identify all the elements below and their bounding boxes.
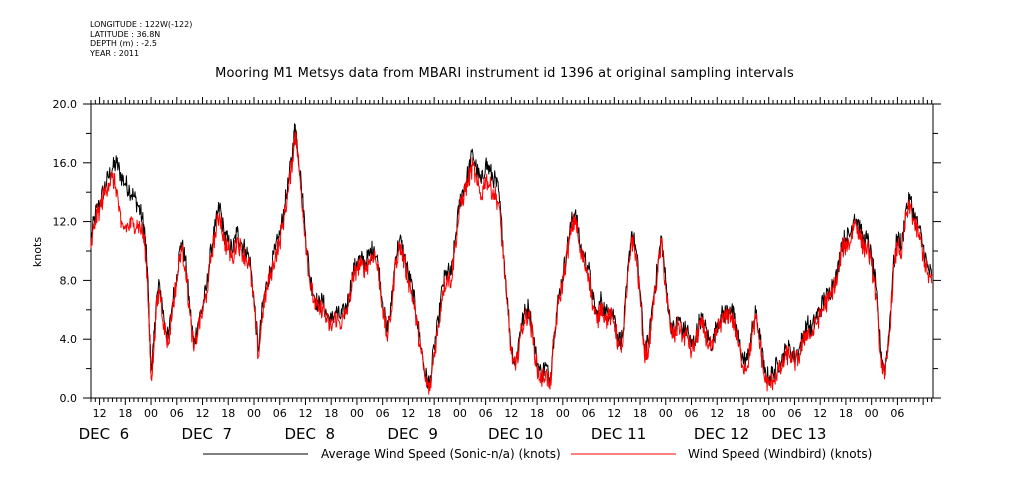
x-tick-label: 06 xyxy=(273,407,287,420)
depth-label: DEPTH (m) : -2.5 xyxy=(90,39,157,48)
y-tick-label: 4.0 xyxy=(60,333,78,346)
axis-layer: 0.0 4.0 8.0 12.0 16.0 20.0 12 18 00 06 12 18 00 06 12 1… xyxy=(53,97,941,443)
x-tick-label: 18 xyxy=(427,407,441,420)
x-tick-label: 06 xyxy=(787,407,801,420)
x-tick-label: 12 xyxy=(710,407,724,420)
x-tick-label: 12 xyxy=(196,407,210,420)
legend-label-windbird: Wind Speed (Windbird) (knots) xyxy=(688,447,872,461)
x-tick-label: 00 xyxy=(144,407,158,420)
x-day-label: DEC 11 xyxy=(591,425,646,443)
chart-title: Mooring M1 Metsys data from MBARI instru… xyxy=(215,66,794,81)
x-tick-label: 18 xyxy=(324,407,338,420)
series-layer xyxy=(90,123,933,395)
x-tick-label: 12 xyxy=(298,407,312,420)
year-label: YEAR : 2011 xyxy=(90,48,140,58)
metadata-block: LONGITUDE : 122W(-122) LATITUDE : 36.8N … xyxy=(90,20,192,58)
series-line-average-wind-speed xyxy=(90,123,933,389)
y-tick-label: 16.0 xyxy=(53,157,78,170)
x-tick-label: 18 xyxy=(839,407,853,420)
x-tick-label: 06 xyxy=(582,407,596,420)
y-tick-label: 12.0 xyxy=(53,216,78,229)
x-tick-label: 00 xyxy=(247,407,261,420)
longitude-label: LONGITUDE : 122W(-122) xyxy=(90,20,193,29)
x-day-label: DEC 8 xyxy=(284,425,335,443)
y-tick-label: 20.0 xyxy=(53,98,78,111)
x-tick-label: 12 xyxy=(504,407,518,420)
x-tick-label: 18 xyxy=(736,407,750,420)
x-tick-label: 18 xyxy=(633,407,647,420)
x-tick-label: 06 xyxy=(170,407,184,420)
x-tick-label: 18 xyxy=(530,407,544,420)
x-day-label: DEC 10 xyxy=(488,425,543,443)
x-tick-label: 06 xyxy=(685,407,699,420)
x-tick-label: 00 xyxy=(556,407,570,420)
x-day-label: DEC 12 xyxy=(694,425,749,443)
x-tick-label: 12 xyxy=(813,407,827,420)
series-line-windbird-wind-speed xyxy=(90,131,933,395)
x-tick-label: 06 xyxy=(376,407,390,420)
legend-label-average: Average Wind Speed (Sonic-n/a) (knots) xyxy=(321,447,561,461)
x-tick-label: 06 xyxy=(479,407,493,420)
x-tick-label: 18 xyxy=(118,407,132,420)
y-tick-label: 8.0 xyxy=(60,274,78,287)
legend: Average Wind Speed (Sonic-n/a) (knots) W… xyxy=(203,447,872,461)
x-day-label: DEC 6 xyxy=(79,425,130,443)
y-tick-label: 0.0 xyxy=(60,392,78,405)
x-tick-label: 12 xyxy=(607,407,621,420)
x-day-label: DEC 7 xyxy=(182,425,233,443)
latitude-label: LATITUDE : 36.8N xyxy=(90,29,161,39)
x-tick-label: 06 xyxy=(890,407,904,420)
x-tick-label: 00 xyxy=(350,407,364,420)
x-tick-label: 12 xyxy=(401,407,415,420)
x-tick-label: 00 xyxy=(453,407,467,420)
x-tick-label: 00 xyxy=(659,407,673,420)
x-tick-label: 00 xyxy=(865,407,879,420)
x-tick-label: 00 xyxy=(762,407,776,420)
x-day-label: DEC 9 xyxy=(387,425,438,443)
x-day-label: DEC 13 xyxy=(771,425,826,443)
x-tick-label: 18 xyxy=(221,407,235,420)
y-axis-label: knots xyxy=(31,237,44,267)
x-tick-label: 12 xyxy=(93,407,107,420)
